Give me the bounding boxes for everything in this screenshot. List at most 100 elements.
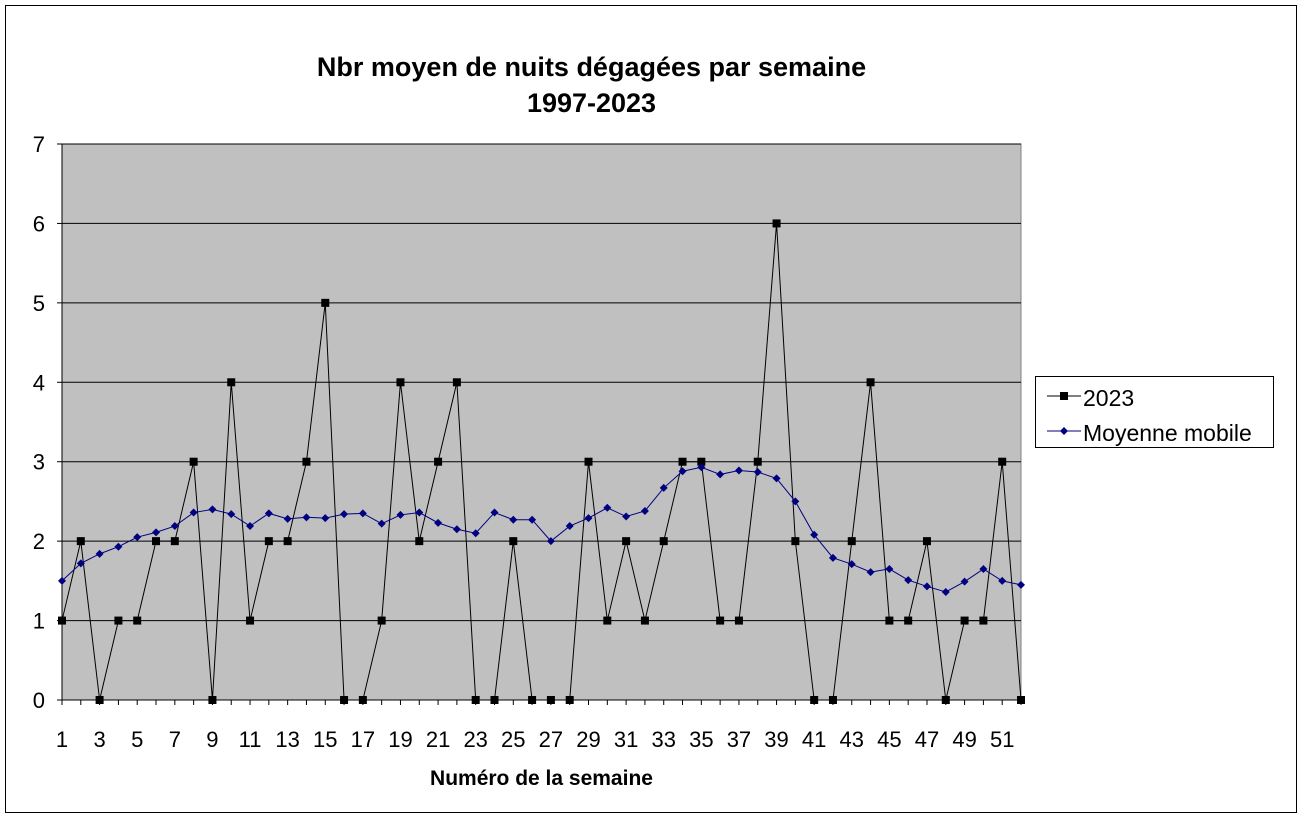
point-2023-10 bbox=[227, 378, 236, 387]
point-2023-34 bbox=[678, 457, 687, 466]
x-tick-label-45: 45 bbox=[877, 727, 901, 752]
point-2023-2 bbox=[76, 537, 85, 546]
point-moyenne-mobile-50 bbox=[979, 564, 988, 573]
x-tick-label-51: 51 bbox=[990, 727, 1014, 752]
y-tick-label-1: 1 bbox=[33, 609, 45, 634]
point-2023-20 bbox=[415, 537, 424, 546]
legend-label-2023: 2023 bbox=[1083, 385, 1135, 411]
point-moyenne-mobile-46 bbox=[904, 576, 913, 585]
point-moyenne-mobile-12 bbox=[264, 509, 273, 518]
point-2023-8 bbox=[189, 457, 198, 466]
legend-swatch-moyenne-mobile bbox=[1047, 427, 1081, 435]
point-2023-39 bbox=[772, 219, 781, 228]
point-moyenne-mobile-15 bbox=[321, 514, 330, 523]
point-2023-49 bbox=[960, 616, 969, 625]
point-moyenne-mobile-35 bbox=[697, 463, 706, 472]
y-tick-label-7: 7 bbox=[33, 132, 45, 157]
point-moyenne-mobile-41 bbox=[810, 530, 819, 539]
point-moyenne-mobile-22 bbox=[452, 525, 461, 534]
point-2023-13 bbox=[283, 537, 292, 546]
point-2023-47 bbox=[922, 537, 931, 546]
point-moyenne-mobile-38 bbox=[753, 468, 762, 477]
point-moyenne-mobile-34 bbox=[678, 467, 687, 476]
x-tick-label-3: 3 bbox=[93, 727, 105, 752]
x-tick-label-7: 7 bbox=[169, 727, 181, 752]
point-2023-44 bbox=[866, 378, 875, 387]
point-moyenne-mobile-30 bbox=[603, 503, 612, 512]
point-moyenne-mobile-36 bbox=[716, 470, 725, 479]
point-moyenne-mobile-31 bbox=[622, 512, 631, 521]
x-tick-label-49: 49 bbox=[952, 727, 976, 752]
y-tick-label-5: 5 bbox=[33, 291, 45, 316]
legend-item-moyenne-mobile: Moyenne mobile bbox=[1036, 416, 1273, 446]
point-moyenne-mobile-51 bbox=[998, 576, 1007, 585]
point-2023-32 bbox=[640, 616, 649, 625]
x-tick-label-27: 27 bbox=[539, 727, 563, 752]
point-2023-3 bbox=[95, 696, 104, 704]
point-moyenne-mobile-24 bbox=[490, 508, 499, 517]
point-moyenne-mobile-1 bbox=[58, 576, 66, 585]
x-tick-label-15: 15 bbox=[313, 727, 337, 752]
point-2023-17 bbox=[358, 696, 367, 704]
point-2023-21 bbox=[434, 457, 443, 466]
point-2023-23 bbox=[471, 696, 480, 704]
point-moyenne-mobile-40 bbox=[791, 497, 800, 506]
point-moyenne-mobile-4 bbox=[114, 542, 123, 551]
point-2023-24 bbox=[490, 696, 499, 704]
point-moyenne-mobile-18 bbox=[377, 519, 386, 528]
point-2023-48 bbox=[941, 696, 950, 704]
series-line-moyenne-mobile bbox=[61, 466, 1022, 593]
point-moyenne-mobile-23 bbox=[471, 529, 480, 538]
x-tick-label-13: 13 bbox=[275, 727, 299, 752]
x-tick-label-33: 33 bbox=[651, 727, 675, 752]
point-2023-41 bbox=[810, 696, 819, 704]
x-tick-label-47: 47 bbox=[915, 727, 939, 752]
point-2023-33 bbox=[659, 537, 668, 546]
point-2023-26 bbox=[528, 696, 537, 704]
point-moyenne-mobile-26 bbox=[528, 515, 537, 524]
x-tick-label-39: 39 bbox=[764, 727, 788, 752]
point-moyenne-mobile-25 bbox=[509, 515, 518, 524]
point-moyenne-mobile-21 bbox=[434, 518, 443, 527]
point-moyenne-mobile-11 bbox=[246, 522, 255, 531]
x-tick-label-19: 19 bbox=[388, 727, 412, 752]
y-tick-label-3: 3 bbox=[33, 450, 45, 475]
point-moyenne-mobile-19 bbox=[396, 510, 405, 519]
point-moyenne-mobile-33 bbox=[659, 483, 668, 492]
chart-subtitle: 1997-2023 bbox=[526, 88, 657, 118]
y-tick-label-2: 2 bbox=[33, 529, 45, 554]
point-moyenne-mobile-39 bbox=[772, 474, 781, 483]
point-moyenne-mobile-20 bbox=[415, 508, 424, 517]
x-tick-label-31: 31 bbox=[614, 727, 638, 752]
point-moyenne-mobile-6 bbox=[152, 528, 161, 537]
x-tick-label-1: 1 bbox=[56, 727, 68, 752]
legend-item-2023: 2023 bbox=[1036, 381, 1273, 411]
point-moyenne-mobile-2 bbox=[76, 559, 85, 568]
point-2023-22 bbox=[452, 378, 461, 387]
point-moyenne-mobile-16 bbox=[340, 510, 349, 519]
point-2023-35 bbox=[697, 457, 706, 466]
point-2023-50 bbox=[979, 616, 988, 625]
point-2023-36 bbox=[716, 616, 725, 625]
point-2023-9 bbox=[208, 696, 217, 704]
point-2023-12 bbox=[264, 537, 273, 546]
point-2023-18 bbox=[377, 616, 386, 625]
x-tick-label-17: 17 bbox=[351, 727, 375, 752]
point-2023-27 bbox=[546, 696, 555, 704]
point-2023-31 bbox=[622, 537, 631, 546]
point-2023-16 bbox=[340, 696, 349, 704]
point-moyenne-mobile-7 bbox=[170, 522, 179, 531]
point-moyenne-mobile-8 bbox=[189, 508, 198, 517]
point-moyenne-mobile-45 bbox=[885, 564, 894, 573]
point-2023-38 bbox=[753, 457, 762, 466]
point-moyenne-mobile-29 bbox=[584, 514, 593, 523]
point-moyenne-mobile-17 bbox=[358, 509, 367, 518]
x-axis-label: Numéro de la semaine bbox=[430, 767, 653, 790]
point-moyenne-mobile-5 bbox=[133, 533, 142, 542]
point-2023-1 bbox=[58, 616, 66, 625]
point-2023-40 bbox=[791, 537, 800, 546]
point-moyenne-mobile-32 bbox=[640, 506, 649, 515]
point-2023-7 bbox=[170, 537, 179, 546]
x-tick-label-25: 25 bbox=[501, 727, 525, 752]
